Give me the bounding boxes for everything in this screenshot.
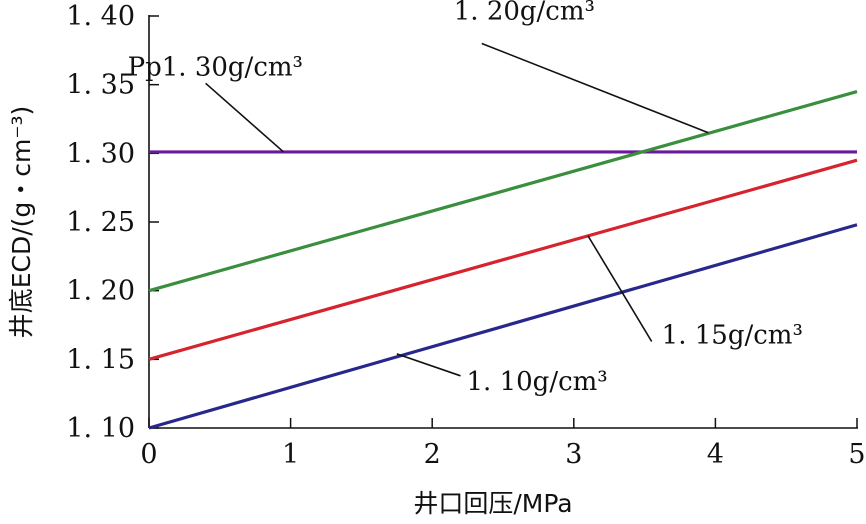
- annotation-label-3: 1. 10g/cm³: [467, 367, 608, 397]
- series-line-1: [148, 89, 858, 293]
- x-tick-label: 4: [707, 439, 724, 470]
- x-axis-title: 井口回压/MPa: [413, 489, 572, 518]
- series-line-3: [148, 223, 858, 430]
- x-tick-label: 0: [140, 439, 157, 470]
- y-tick-label: 1. 40: [66, 1, 135, 32]
- annotation-leader-3: [396, 353, 461, 377]
- x-tick-label: 5: [848, 439, 865, 470]
- annotation-leader-2: [587, 235, 653, 342]
- y-tick-label: 1. 15: [66, 344, 135, 375]
- y-tick-label: 1. 30: [66, 138, 135, 169]
- annotation-label-2: 1. 15g/cm³: [662, 320, 803, 350]
- axes: 1. 10 1. 15 1. 20 1. 25 1. 30 1. 35 1. 40 0 1 2 3 4…: [66, 1, 865, 470]
- annotation-leader-0: [205, 82, 285, 153]
- y-tick-label: 1. 10: [66, 413, 135, 444]
- x-tick-label: 2: [424, 439, 441, 470]
- annotation-leader-1: [481, 42, 709, 134]
- y-tick-label: 1. 20: [66, 276, 135, 307]
- annotation-label-0: Pp1. 30g/cm³: [128, 52, 303, 82]
- y-tick-label: 1. 25: [66, 207, 135, 238]
- series-line-2: [148, 158, 858, 361]
- annotations: Pp1. 30g/cm³ 1. 20g/cm³ 1. 15g/cm³ 1. 10g/c…: [128, 0, 803, 397]
- y-tick-label: 1. 35: [66, 70, 135, 101]
- annotation-label-1: 1. 20g/cm³: [454, 0, 595, 26]
- x-tick-label: 3: [565, 439, 582, 470]
- y-axis-title: 井底ECD/(g・cm⁻³): [7, 106, 36, 339]
- series-lines: [148, 89, 858, 430]
- x-tick-label: 1: [282, 439, 299, 470]
